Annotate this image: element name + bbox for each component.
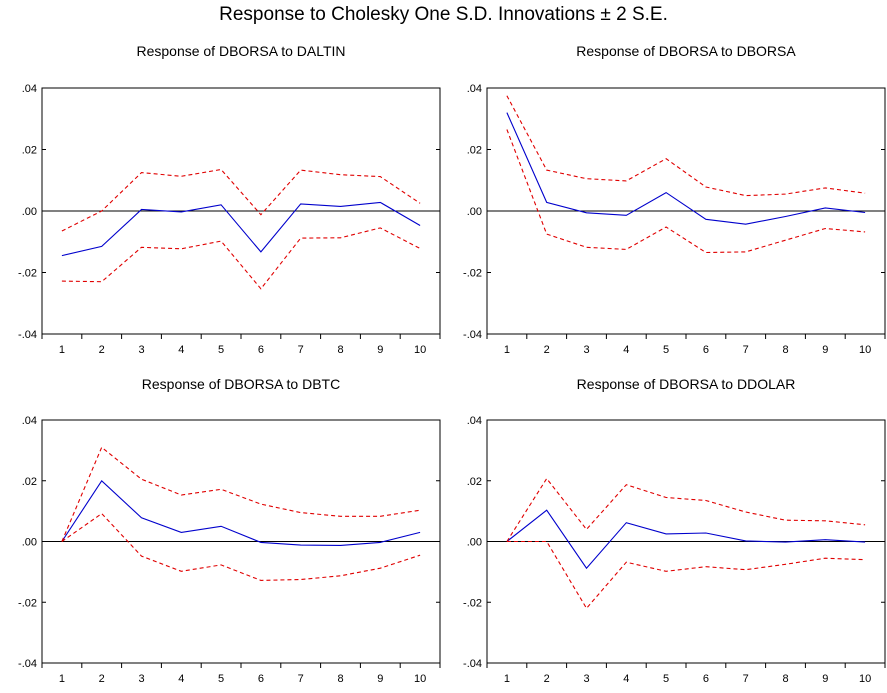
x-tick-label: 10: [859, 673, 871, 685]
x-tick-label: 3: [583, 673, 589, 685]
y-tick-label: -.04: [18, 658, 37, 670]
x-tick-label: 2: [544, 673, 550, 685]
y-tick-label: -.04: [463, 329, 482, 341]
x-tick-label: 3: [138, 344, 144, 356]
x-tick-label: 10: [414, 673, 426, 685]
y-tick-label: .04: [467, 83, 482, 95]
x-tick-label: 8: [782, 673, 788, 685]
chart-panel-2: Response of DBORSA to DBORSA .04 .02 .00 -.0…: [463, 43, 886, 356]
x-tick-label: 7: [298, 673, 304, 685]
x-tick-label: 4: [623, 673, 629, 685]
x-tick-label: 6: [703, 673, 709, 685]
x-tick-label: 4: [178, 344, 184, 356]
x-tick-label: 5: [218, 673, 224, 685]
y-tick-label: .02: [467, 476, 482, 488]
y-tick-label: .00: [22, 537, 37, 549]
x-tick-label: 1: [504, 344, 510, 356]
confidence-band-upper: [61, 168, 421, 232]
chart-panel-4: Response of DBORSA to DDOLAR .04 .02 .00 -.0…: [463, 376, 886, 685]
confidence-band-upper: [506, 477, 866, 542]
y-tick-label: .04: [467, 415, 482, 427]
y-tick-label: .00: [22, 206, 37, 218]
confidence-band-upper: [61, 446, 421, 542]
confidence-band-upper: [506, 95, 866, 197]
y-tick-label: .00: [467, 537, 482, 549]
x-tick-label: 1: [504, 673, 510, 685]
response-line: [61, 201, 421, 257]
response-line: [506, 509, 866, 570]
x-tick-label: 8: [782, 344, 788, 356]
x-tick-label: 9: [822, 673, 828, 685]
y-tick-label: .02: [467, 145, 482, 157]
confidence-band-lower: [506, 540, 866, 610]
panel-title: Response of DBORSA to DBTC: [142, 376, 340, 392]
x-tick-label: 10: [414, 344, 426, 356]
y-tick-label: .04: [22, 415, 37, 427]
y-tick-label: -.02: [18, 597, 37, 609]
confidence-band-lower: [61, 512, 421, 581]
x-tick-label: 6: [258, 673, 264, 685]
y-tick-label: -.04: [463, 658, 482, 670]
chart-panel-1: Response of DBORSA to DALTIN .04 .02 .00 -.0…: [18, 43, 441, 356]
panel-title: Response of DBORSA to DBORSA: [576, 43, 796, 59]
x-tick-label: 5: [218, 344, 224, 356]
x-tick-label: 8: [337, 344, 343, 356]
x-tick-label: 9: [377, 344, 383, 356]
confidence-band-lower: [506, 129, 866, 254]
x-tick-label: 9: [377, 673, 383, 685]
panel-title: Response of DBORSA to DDOLAR: [577, 376, 796, 392]
response-line: [506, 112, 866, 225]
y-tick-label: -.02: [18, 268, 37, 280]
x-tick-label: 7: [298, 344, 304, 356]
panel-title: Response of DBORSA to DALTIN: [136, 43, 345, 59]
x-tick-label: 10: [859, 344, 871, 356]
x-tick-label: 9: [822, 344, 828, 356]
y-tick-label: .04: [22, 83, 37, 95]
y-tick-label: -.04: [18, 329, 37, 341]
y-tick-label: .02: [22, 476, 37, 488]
x-tick-label: 5: [663, 673, 669, 685]
x-tick-label: 3: [138, 673, 144, 685]
y-tick-label: -.02: [463, 268, 482, 280]
x-tick-label: 8: [337, 673, 343, 685]
response-line: [61, 479, 421, 546]
x-tick-label: 1: [59, 344, 65, 356]
x-tick-label: 3: [583, 344, 589, 356]
y-tick-label: .00: [467, 206, 482, 218]
x-tick-label: 2: [99, 673, 105, 685]
y-tick-label: -.02: [463, 597, 482, 609]
figure-title: Response to Cholesky One S.D. Innovation…: [219, 4, 668, 25]
x-tick-label: 5: [663, 344, 669, 356]
x-tick-label: 2: [99, 344, 105, 356]
x-tick-label: 4: [178, 673, 184, 685]
chart-panel-3: Response of DBORSA to DBTC .04 .02 .00 -.02 -…: [18, 376, 441, 685]
x-tick-label: 7: [743, 344, 749, 356]
x-tick-label: 7: [743, 673, 749, 685]
x-tick-label: 2: [544, 344, 550, 356]
confidence-band-lower: [61, 227, 421, 290]
x-tick-label: 1: [59, 673, 65, 685]
x-tick-label: 4: [623, 344, 629, 356]
x-tick-label: 6: [258, 344, 264, 356]
x-tick-label: 6: [703, 344, 709, 356]
y-tick-label: .02: [22, 145, 37, 157]
